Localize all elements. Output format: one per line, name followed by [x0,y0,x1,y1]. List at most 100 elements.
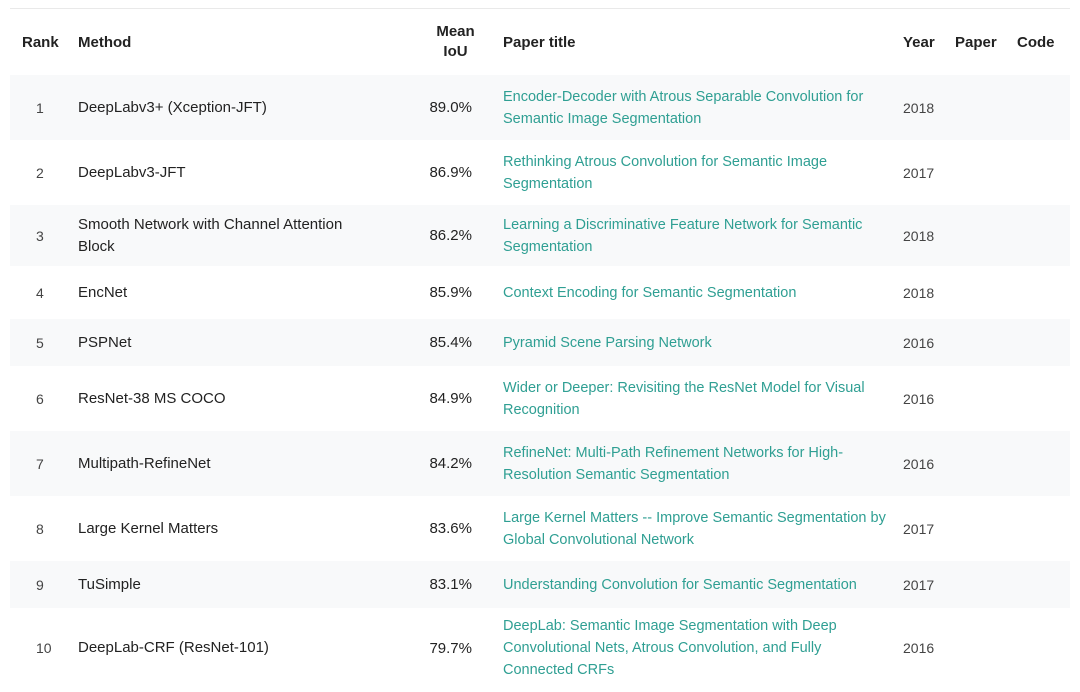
year-cell: 2017 [903,561,955,608]
table-row: 8 Large Kernel Matters 83.6% Large Kerne… [10,496,1070,561]
paper-cell [955,319,1017,366]
table-header: Rank Method Mean IoU Paper title Year Pa… [10,9,1070,75]
paper-title-cell: Large Kernel Matters -- Improve Semantic… [503,496,903,561]
paper-title-cell: Encoder-Decoder with Atrous Separable Co… [503,75,903,140]
mean-iou-value: 86.2% [429,227,472,244]
year-cell: 2018 [903,205,955,266]
mean-iou-value: 83.6% [429,520,472,537]
method-cell: PSPNet [78,319,408,366]
year-cell: 2016 [903,319,955,366]
code-cell [1017,431,1070,496]
header-mean-iou-line2: IoU [443,43,468,60]
paper-cell [955,608,1017,688]
rank-cell: 7 [10,431,78,496]
mean-iou-value: 89.0% [429,99,472,116]
rank-cell: 9 [10,561,78,608]
table-body: 1 DeepLabv3+ (Xception-JFT) 89.0% Encode… [10,75,1070,688]
paper-title-cell: Rethinking Atrous Convolution for Semant… [503,140,903,205]
header-paper[interactable]: Paper [955,33,997,51]
code-cell [1017,561,1070,608]
paper-title-cell: Learning a Discriminative Feature Networ… [503,205,903,266]
year-cell: 2017 [903,496,955,561]
method-cell: Multipath-RefineNet [78,431,408,496]
year-cell: 2016 [903,431,955,496]
header-row: Rank Method Mean IoU Paper title Year Pa… [10,9,1070,75]
paper-title-link[interactable]: Pyramid Scene Parsing Network [503,334,712,351]
year-cell: 2018 [903,266,955,319]
paper-title-cell: Pyramid Scene Parsing Network [503,319,903,366]
code-cell [1017,140,1070,205]
table-row: 4 EncNet 85.9% Context Encoding for Sema… [10,266,1070,319]
table-row: 5 PSPNet 85.4% Pyramid Scene Parsing Net… [10,319,1070,366]
paper-title-link[interactable]: Context Encoding for Semantic Segmentati… [503,284,797,301]
method-cell: Smooth Network with Channel Attention Bl… [78,205,408,266]
method-cell: DeepLabv3-JFT [78,140,408,205]
rank-cell: 5 [10,319,78,366]
rank-cell: 2 [10,140,78,205]
header-year[interactable]: Year [903,33,935,51]
mean-iou-cell: 83.1% [408,561,503,608]
header-mean-iou[interactable]: Mean IoU [408,9,503,75]
paper-title-link[interactable]: DeepLab: Semantic Image Segmentation wit… [503,618,837,678]
paper-title-link[interactable]: Rethinking Atrous Convolution for Semant… [503,153,828,192]
table-row: 3 Smooth Network with Channel Attention … [10,205,1070,266]
paper-title-cell: Wider or Deeper: Revisiting the ResNet M… [503,366,903,431]
code-cell [1017,319,1070,366]
header-paper-title[interactable]: Paper title [503,33,576,51]
paper-cell [955,561,1017,608]
rank-cell: 4 [10,266,78,319]
header-code[interactable]: Code [1017,33,1055,51]
header-method[interactable]: Method [78,33,132,51]
mean-iou-cell: 89.0% [408,75,503,140]
header-rank[interactable]: Rank [22,33,59,51]
year-cell: 2017 [903,140,955,205]
rank-cell: 8 [10,496,78,561]
paper-cell [955,431,1017,496]
method-cell: TuSimple [78,561,408,608]
mean-iou-value: 84.9% [429,390,472,407]
year-cell: 2018 [903,75,955,140]
table-row: 2 DeepLabv3-JFT 86.9% Rethinking Atrous … [10,140,1070,205]
mean-iou-value: 83.1% [429,576,472,593]
paper-title-cell: DeepLab: Semantic Image Segmentation wit… [503,608,903,688]
year-cell: 2016 [903,366,955,431]
paper-title-cell: RefineNet: Multi-Path Refinement Network… [503,431,903,496]
mean-iou-value: 85.9% [429,284,472,301]
mean-iou-cell: 85.4% [408,319,503,366]
mean-iou-cell: 86.2% [408,205,503,266]
method-cell: DeepLab-CRF (ResNet-101) [78,608,408,688]
paper-title-link[interactable]: Learning a Discriminative Feature Networ… [503,216,863,255]
paper-title-cell: Context Encoding for Semantic Segmentati… [503,266,903,319]
paper-cell [955,140,1017,205]
paper-title-link[interactable]: Encoder-Decoder with Atrous Separable Co… [503,88,864,127]
method-cell: EncNet [78,266,408,319]
mean-iou-value: 86.9% [429,164,472,181]
rank-cell: 3 [10,205,78,266]
rank-cell: 6 [10,366,78,431]
paper-cell [955,75,1017,140]
paper-title-link[interactable]: Wider or Deeper: Revisiting the ResNet M… [503,379,865,418]
method-cell: DeepLabv3+ (Xception-JFT) [78,75,408,140]
table-row: 9 TuSimple 83.1% Understanding Convoluti… [10,561,1070,608]
paper-title-link[interactable]: Large Kernel Matters -- Improve Semantic… [503,509,886,548]
table-row: 7 Multipath-RefineNet 84.2% RefineNet: M… [10,431,1070,496]
rank-cell: 1 [10,75,78,140]
paper-title-link[interactable]: RefineNet: Multi-Path Refinement Network… [503,444,844,483]
table-row: 1 DeepLabv3+ (Xception-JFT) 89.0% Encode… [10,75,1070,140]
paper-cell [955,366,1017,431]
paper-title-link[interactable]: Understanding Convolution for Semantic S… [503,576,857,593]
table-top-border [10,8,1070,9]
paper-title-cell: Understanding Convolution for Semantic S… [503,561,903,608]
leaderboard-table: Rank Method Mean IoU Paper title Year Pa… [10,9,1070,688]
mean-iou-value: 85.4% [429,334,472,351]
code-cell [1017,266,1070,319]
paper-cell [955,266,1017,319]
code-cell [1017,366,1070,431]
mean-iou-cell: 79.7% [408,608,503,688]
mean-iou-value: 84.2% [429,455,472,472]
mean-iou-cell: 84.9% [408,366,503,431]
mean-iou-cell: 83.6% [408,496,503,561]
rank-cell: 10 [10,608,78,688]
mean-iou-cell: 85.9% [408,266,503,319]
